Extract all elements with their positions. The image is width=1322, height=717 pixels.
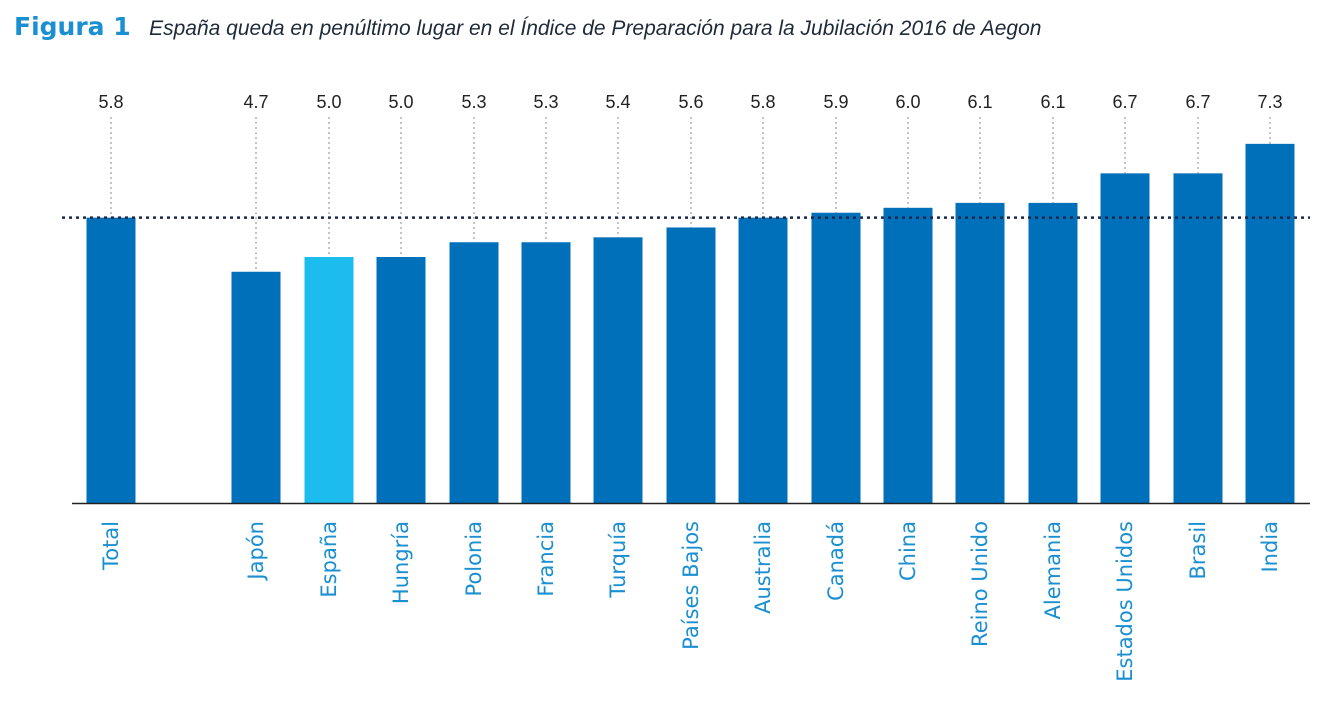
bar bbox=[955, 202, 1005, 503]
value-label: 5.8 bbox=[750, 92, 775, 112]
bar bbox=[449, 242, 499, 504]
value-label: 6.1 bbox=[1040, 92, 1065, 112]
category-label: Brasil bbox=[1186, 521, 1210, 580]
bar bbox=[304, 257, 354, 503]
category-label: Reino Unido bbox=[968, 521, 992, 647]
bar bbox=[593, 237, 643, 503]
category-label: Francia bbox=[534, 521, 558, 597]
bar bbox=[738, 217, 788, 503]
figure-heading: Figura 1 España queda en penúltimo lugar… bbox=[14, 12, 1041, 41]
category-label: Australia bbox=[751, 521, 775, 614]
figure-label: Figura 1 bbox=[14, 12, 131, 41]
category-label: Japón bbox=[244, 521, 268, 582]
category-label: Países Bajos bbox=[679, 521, 703, 650]
bar bbox=[521, 242, 571, 504]
category-label: Hungría bbox=[389, 521, 413, 604]
value-label: 6.0 bbox=[895, 92, 920, 112]
category-label: Alemania bbox=[1041, 521, 1065, 619]
category-label: Polonia bbox=[462, 521, 486, 596]
bar bbox=[1245, 143, 1295, 503]
bar bbox=[86, 217, 136, 503]
bar bbox=[231, 271, 281, 503]
value-label: 6.7 bbox=[1185, 92, 1210, 112]
bar bbox=[1100, 173, 1150, 504]
category-label: Canadá bbox=[824, 521, 848, 601]
category-label: Turquía bbox=[606, 521, 630, 599]
bar bbox=[811, 212, 861, 503]
bar bbox=[1028, 202, 1078, 503]
category-label: Estados Unidos bbox=[1113, 521, 1137, 682]
value-label: 5.0 bbox=[388, 92, 413, 112]
bar bbox=[1173, 173, 1223, 504]
category-label: China bbox=[896, 521, 920, 581]
figure-title: España queda en penúltimo lugar en el Ín… bbox=[149, 17, 1042, 40]
category-label: España bbox=[317, 521, 341, 598]
category-label: India bbox=[1258, 521, 1282, 573]
bar bbox=[883, 207, 933, 504]
category-label: Total bbox=[99, 521, 123, 571]
value-label: 4.7 bbox=[243, 92, 268, 112]
value-label: 5.6 bbox=[678, 92, 703, 112]
value-label: 5.3 bbox=[533, 92, 558, 112]
value-label: 6.1 bbox=[967, 92, 992, 112]
value-label: 7.3 bbox=[1257, 92, 1282, 112]
bar bbox=[666, 227, 716, 504]
value-label: 6.7 bbox=[1112, 92, 1137, 112]
value-label: 5.0 bbox=[316, 92, 341, 112]
bar bbox=[376, 257, 426, 503]
value-label: 5.9 bbox=[823, 92, 848, 112]
value-label: 5.4 bbox=[605, 92, 630, 112]
value-label: 5.8 bbox=[98, 92, 123, 112]
value-label: 5.3 bbox=[461, 92, 486, 112]
